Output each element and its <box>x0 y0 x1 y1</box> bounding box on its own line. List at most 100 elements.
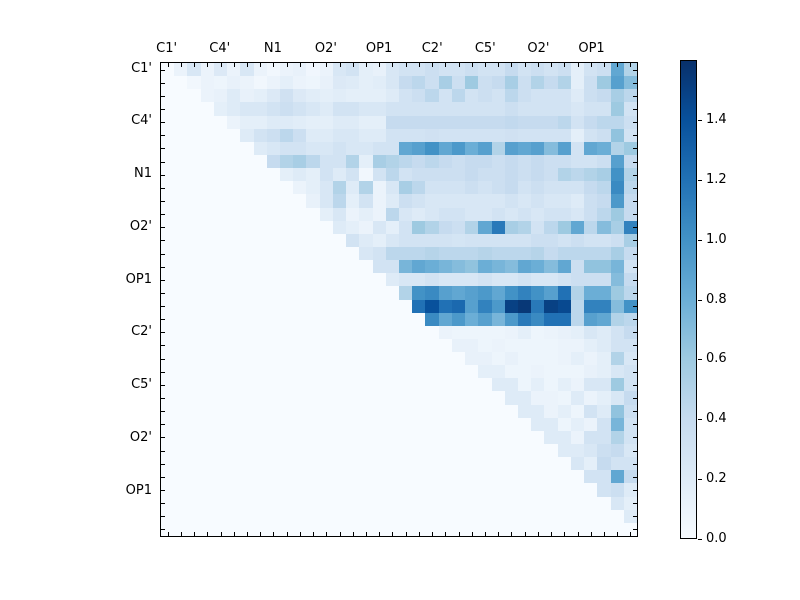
axis-tick <box>419 63 420 67</box>
heatmap-cell <box>438 207 452 221</box>
axis-tick <box>161 135 165 136</box>
heatmap-cell <box>557 378 571 392</box>
heatmap-cell <box>266 444 280 458</box>
axis-tick <box>633 477 637 478</box>
heatmap-cell <box>306 509 320 523</box>
heatmap-cell <box>293 128 307 142</box>
heatmap-cell <box>438 233 452 247</box>
heatmap-cell <box>385 483 399 497</box>
heatmap-cell <box>187 457 201 471</box>
heatmap-cell <box>504 444 518 458</box>
axis-tick <box>313 532 314 536</box>
heatmap-cell <box>253 365 267 379</box>
heatmap-cell <box>518 286 532 300</box>
heatmap-cell <box>465 430 479 445</box>
heatmap-cell <box>161 496 175 510</box>
heatmap-cell <box>266 273 280 287</box>
heatmap-cell <box>161 522 175 536</box>
heatmap-cell <box>293 509 307 523</box>
heatmap-cell <box>174 391 188 405</box>
heatmap-cell <box>346 457 360 471</box>
heatmap-cell <box>557 470 571 484</box>
heatmap-cell <box>438 391 452 405</box>
heatmap-cell <box>240 299 254 313</box>
heatmap-cell <box>213 115 228 129</box>
heatmap-cell <box>187 378 201 392</box>
axis-tick <box>472 532 473 536</box>
heatmap-cell <box>610 299 624 313</box>
heatmap-cell <box>372 141 386 155</box>
heatmap-cell <box>518 378 532 392</box>
heatmap-cell <box>531 260 545 274</box>
heatmap-cell <box>425 299 439 313</box>
heatmap-cell <box>399 417 413 431</box>
heatmap-cell <box>491 63 505 77</box>
heatmap-cell <box>504 286 518 300</box>
heatmap-cell <box>491 365 505 379</box>
heatmap-cell <box>478 246 492 261</box>
axis-tick <box>161 148 165 149</box>
colorbar <box>680 60 697 539</box>
heatmap-cell <box>478 496 492 510</box>
heatmap-cell <box>187 89 201 103</box>
heatmap-cell <box>425 89 439 103</box>
heatmap-cell <box>623 154 637 169</box>
heatmap-cell <box>161 312 175 326</box>
heatmap-cell <box>174 181 188 195</box>
heatmap-cell <box>280 312 294 326</box>
heatmap-cell <box>200 273 214 287</box>
heatmap-cell <box>504 404 518 418</box>
heatmap-cell <box>570 273 585 287</box>
heatmap-cell <box>438 286 452 300</box>
axis-tick <box>633 464 637 465</box>
x-tick-label: C1' <box>156 41 178 56</box>
heatmap-cell <box>346 325 360 339</box>
heatmap-cell <box>518 194 532 208</box>
heatmap-cell <box>253 89 267 103</box>
heatmap-cell <box>399 470 413 484</box>
heatmap-cell <box>332 483 347 497</box>
heatmap-cell <box>227 496 241 510</box>
heatmap-cell <box>544 76 558 90</box>
heatmap-cell <box>227 325 241 339</box>
heatmap-cell <box>359 141 373 155</box>
heatmap-cell <box>518 233 532 247</box>
axis-tick <box>604 63 605 67</box>
heatmap-cell <box>412 76 426 90</box>
axis-tick <box>633 359 637 360</box>
heatmap-cell <box>253 522 267 536</box>
heatmap-cell <box>187 391 201 405</box>
heatmap-cell <box>293 181 307 195</box>
heatmap-cell <box>200 286 214 300</box>
heatmap-cell <box>319 338 333 353</box>
heatmap-cell <box>240 102 254 116</box>
heatmap-cell <box>161 365 175 379</box>
heatmap-cell <box>610 286 624 300</box>
heatmap-cell <box>531 141 545 155</box>
heatmap-cell <box>372 63 386 77</box>
heatmap-cell <box>306 260 320 274</box>
heatmap-cell <box>518 430 532 445</box>
heatmap-cell <box>161 325 175 339</box>
heatmap-cell <box>346 76 360 90</box>
heatmap-cell <box>306 457 320 471</box>
heatmap-cell <box>597 338 611 353</box>
heatmap-cell <box>213 154 228 169</box>
heatmap-cell <box>425 444 439 458</box>
heatmap-cell <box>372 457 386 471</box>
heatmap-cell <box>570 338 585 353</box>
heatmap-cell <box>332 260 347 274</box>
heatmap-cell <box>412 417 426 431</box>
heatmap-cell <box>359 457 373 471</box>
heatmap-cell <box>174 63 188 77</box>
heatmap-cell <box>478 444 492 458</box>
heatmap-cell <box>425 194 439 208</box>
heatmap-cell <box>425 457 439 471</box>
heatmap-cell <box>412 509 426 523</box>
heatmap-cell <box>280 194 294 208</box>
heatmap-cell <box>584 102 598 116</box>
y-tick-label: OP1 <box>125 482 152 498</box>
heatmap-cell <box>280 430 294 445</box>
heatmap-cell <box>597 522 611 536</box>
heatmap-cell <box>465 365 479 379</box>
